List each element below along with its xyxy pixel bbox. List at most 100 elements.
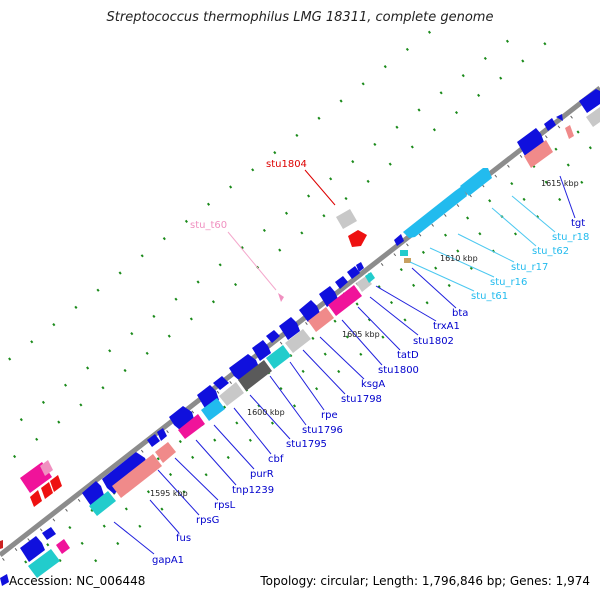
- gene-arrow[interactable]: [20, 536, 45, 562]
- gene-block[interactable]: [0, 540, 3, 549]
- gene-label-tatD[interactable]: tatD: [397, 350, 419, 361]
- gene-label-stu1795[interactable]: stu1795: [286, 439, 327, 450]
- label-leader-stu_r18: [511, 195, 556, 233]
- gene-arrow[interactable]: [169, 406, 194, 430]
- gene-block[interactable]: [365, 272, 375, 283]
- gc-tick: [162, 237, 166, 241]
- gene-block[interactable]: [178, 414, 205, 439]
- gene-label-stu_t60[interactable]: stu_t60: [190, 220, 227, 231]
- gene-block[interactable]: [56, 539, 70, 554]
- gene-block[interactable]: [238, 360, 272, 391]
- gene-arrow[interactable]: [41, 482, 53, 499]
- gene-block[interactable]: [400, 250, 408, 256]
- gene-arrow[interactable]: [279, 317, 300, 340]
- gene-label-stu1804[interactable]: stu1804: [266, 159, 307, 170]
- gene-label-stu1796[interactable]: stu1796: [302, 425, 343, 436]
- gene-block[interactable]: [40, 460, 53, 476]
- gene-arrow[interactable]: [394, 234, 404, 246]
- gene-block[interactable]: [308, 307, 334, 332]
- gc-tick: [211, 300, 216, 304]
- gene-block[interactable]: [586, 107, 600, 127]
- gene-arrow[interactable]: [460, 168, 492, 196]
- label-leader-stu_t60: [227, 231, 277, 291]
- gene-label-stu_r18[interactable]: stu_r18: [552, 232, 589, 243]
- gc-tick: [543, 42, 547, 46]
- label-leader-stu1798: [302, 349, 346, 395]
- gc-tick: [222, 405, 227, 409]
- gene-label-fus[interactable]: fus: [176, 533, 191, 544]
- gene-arrow[interactable]: [252, 340, 271, 361]
- gene-block[interactable]: [112, 454, 162, 498]
- scale-label: 1600 kbp: [247, 408, 285, 417]
- gene-arrow[interactable]: [278, 293, 284, 302]
- gene-block[interactable]: [336, 209, 357, 229]
- label-leader-gapA1: [113, 521, 155, 555]
- gene-label-ksgA[interactable]: ksgA: [361, 379, 385, 390]
- label-leader-rpsG: [157, 469, 200, 516]
- gene-label-tnp1239[interactable]: tnp1239: [232, 485, 274, 496]
- gene-arrow[interactable]: [347, 266, 360, 279]
- gene-arrow[interactable]: [213, 376, 229, 390]
- gc-tick: [8, 357, 12, 361]
- gene-label-purR[interactable]: purR: [250, 469, 274, 480]
- gene-block[interactable]: [201, 398, 225, 421]
- gene-arrow[interactable]: [266, 330, 280, 343]
- gene-block[interactable]: [219, 382, 244, 406]
- gene-arrow[interactable]: [403, 186, 467, 238]
- label-leader-rpe: [289, 361, 325, 411]
- gene-arrow[interactable]: [556, 114, 563, 121]
- gene-arrow[interactable]: [147, 434, 160, 447]
- gene-block[interactable]: [404, 258, 411, 263]
- gc-tick: [513, 232, 518, 236]
- gene-arrow[interactable]: [335, 276, 348, 289]
- gene-features: [0, 89, 600, 586]
- gc-tick: [24, 560, 28, 564]
- gene-label-stu_t62[interactable]: stu_t62: [532, 246, 569, 257]
- gene-label-bta[interactable]: bta: [452, 308, 468, 319]
- gene-arrow[interactable]: [0, 574, 9, 586]
- gene-label-rpsG[interactable]: rpsG: [196, 515, 219, 526]
- gc-tick: [248, 438, 252, 442]
- gene-arrow[interactable]: [229, 354, 259, 381]
- gene-label-stu_t61[interactable]: stu_t61: [471, 291, 508, 302]
- gene-label-stu_r17[interactable]: stu_r17: [511, 262, 548, 273]
- gene-label-rpe[interactable]: rpe: [321, 410, 338, 421]
- gene-block[interactable]: [266, 345, 291, 369]
- gene-block[interactable]: [285, 329, 311, 353]
- gene-label-stu_r16[interactable]: stu_r16: [490, 277, 527, 288]
- gc-tick: [373, 142, 377, 147]
- gene-block[interactable]: [328, 285, 362, 316]
- gene-label-rpsL[interactable]: rpsL: [214, 500, 236, 511]
- gc-tick: [521, 59, 525, 63]
- gene-arrow[interactable]: [348, 230, 367, 247]
- gc-tick: [588, 146, 592, 150]
- gc-tick: [152, 314, 156, 319]
- gene-label-cbf[interactable]: cbf: [268, 454, 284, 465]
- gene-arrow[interactable]: [42, 527, 56, 540]
- gene-block[interactable]: [155, 442, 176, 463]
- gene-arrow[interactable]: [157, 428, 167, 441]
- gene-arrow[interactable]: [579, 89, 600, 113]
- gene-block[interactable]: [28, 549, 60, 578]
- gc-tick: [182, 490, 186, 494]
- gene-block[interactable]: [565, 125, 574, 139]
- gene-label-stu1798[interactable]: stu1798: [341, 394, 382, 405]
- gene-arrow[interactable]: [356, 262, 364, 272]
- gene-arrow[interactable]: [544, 118, 556, 131]
- backbone-tick: [65, 508, 68, 512]
- gene-label-stu1802[interactable]: stu1802: [413, 336, 454, 347]
- gene-label-stu1800[interactable]: stu1800: [378, 365, 419, 376]
- gene-label-gapA1[interactable]: gapA1: [152, 555, 184, 566]
- gene-arrow[interactable]: [50, 475, 62, 492]
- gene-arrow[interactable]: [30, 490, 42, 507]
- label-leader-tgt: [559, 175, 576, 219]
- gene-label-tgt[interactable]: tgt: [571, 218, 585, 229]
- gene-arrow[interactable]: [102, 452, 148, 494]
- gene-label-trxA1[interactable]: trxA1: [433, 321, 460, 332]
- gene-block[interactable]: [89, 491, 116, 516]
- gene-block[interactable]: [524, 140, 553, 168]
- gc-tick: [156, 457, 160, 461]
- gene-arrow[interactable]: [517, 128, 544, 156]
- gc-tick: [262, 228, 266, 233]
- gc-tick: [196, 280, 200, 284]
